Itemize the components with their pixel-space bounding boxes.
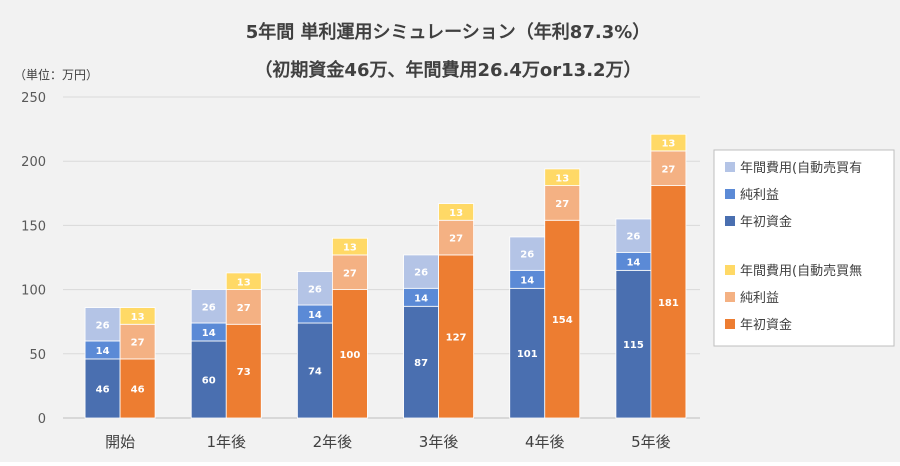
data-label: 13 (661, 139, 675, 150)
data-label: 26 (520, 250, 534, 261)
bar-segment (438, 219, 474, 256)
data-label: 27 (343, 268, 357, 279)
data-label: 46 (131, 384, 145, 395)
data-label: 13 (449, 208, 463, 219)
data-label: 127 (446, 332, 467, 343)
bar-segment (403, 254, 439, 289)
legend-label: 純利益 (740, 188, 779, 203)
data-label: 13 (131, 312, 145, 323)
x-tick-label: 3年後 (419, 433, 459, 451)
data-label: 60 (202, 375, 216, 386)
bar-segment (332, 237, 368, 256)
bar-segment (297, 271, 333, 306)
legend-label: 年初資金 (740, 214, 792, 230)
bar-segment (438, 254, 474, 419)
data-label: 101 (517, 349, 538, 360)
legend-box (713, 149, 895, 347)
data-label: 154 (552, 315, 573, 326)
y-tick-label: 200 (21, 155, 46, 170)
data-label: 26 (626, 232, 640, 243)
legend-label: 年間費用(自動売買無 (740, 263, 862, 279)
bar-segment (225, 289, 262, 325)
bar-segment (544, 168, 581, 186)
legend-swatch (725, 189, 735, 199)
data-label: 27 (131, 338, 145, 349)
legend-swatch (725, 319, 735, 329)
y-tick-label: 50 (29, 348, 46, 363)
data-label: 26 (414, 268, 428, 279)
data-label: 100 (339, 350, 360, 361)
data-label: 27 (661, 164, 675, 175)
bar-segment (615, 218, 652, 253)
legend-swatch (725, 162, 735, 172)
data-label: 27 (449, 234, 463, 245)
data-label: 14 (202, 328, 216, 339)
gridlines (63, 96, 700, 419)
bar-segment (509, 236, 546, 271)
y-tick-label: 0 (38, 412, 46, 427)
bar-segment (650, 185, 687, 419)
bar-segment (84, 307, 121, 342)
legend-label: 純利益 (740, 291, 779, 306)
axes: 0 50 100 150 200 250 開始 1年後 2年後 3年後 4年後 5年後 (21, 91, 671, 451)
data-labels: 46 14 26 46 27 13 60 14 26 73 27 13 74 14 26 100 27 13 87 1… (96, 139, 679, 396)
data-label: 14 (96, 346, 110, 357)
bar-segment (615, 269, 652, 419)
data-label: 73 (237, 367, 251, 378)
legend-label: 年間費用(自動売買有 (740, 160, 862, 176)
x-tick-label: 4年後 (525, 433, 565, 451)
y-tick-label: 250 (21, 91, 46, 106)
bars (84, 133, 687, 419)
y-tick-label: 150 (21, 219, 46, 234)
data-label: 26 (96, 320, 110, 331)
data-label: 13 (237, 277, 251, 288)
data-label: 27 (237, 303, 251, 314)
bar-segment (119, 307, 156, 325)
data-label: 27 (555, 199, 569, 210)
data-label: 181 (658, 298, 679, 309)
y-axis-label: （単位：万円） (14, 67, 98, 82)
bar-segment (84, 358, 121, 419)
legend-swatch (725, 265, 735, 275)
data-label: 14 (520, 275, 534, 286)
legend-swatch (725, 292, 735, 302)
chart-subtitle: （初期資金46万、年間費用26.4万or13.2万） (254, 59, 641, 81)
data-label: 115 (623, 340, 644, 351)
y-tick-label: 100 (21, 284, 46, 299)
data-label: 14 (414, 293, 428, 304)
data-label: 74 (308, 366, 322, 377)
data-label: 14 (626, 257, 640, 268)
bar-segment (119, 323, 156, 360)
bar-segment (650, 133, 687, 152)
bar-segment (438, 203, 474, 221)
bar-segment (190, 289, 227, 324)
data-label: 14 (308, 310, 322, 321)
chart-title: 5年間 単利運用シミュレーション（年利87.3%） (246, 21, 651, 43)
x-tick-label: 5年後 (631, 433, 671, 451)
bar-segment (544, 219, 581, 419)
data-label: 13 (343, 243, 357, 254)
x-tick-label: 1年後 (206, 433, 246, 451)
bar-segment (190, 340, 227, 419)
x-tick-label: 開始 (105, 433, 135, 451)
bar-segment (403, 305, 439, 419)
data-label: 87 (414, 358, 428, 369)
legend-swatch (725, 216, 735, 226)
data-label: 46 (96, 384, 110, 395)
data-label: 13 (555, 173, 569, 184)
x-tick-label: 2年後 (313, 433, 353, 451)
data-label: 26 (308, 284, 322, 295)
data-label: 26 (202, 302, 216, 313)
bar-segment (225, 272, 262, 290)
legend-label: 年初資金 (740, 317, 792, 333)
